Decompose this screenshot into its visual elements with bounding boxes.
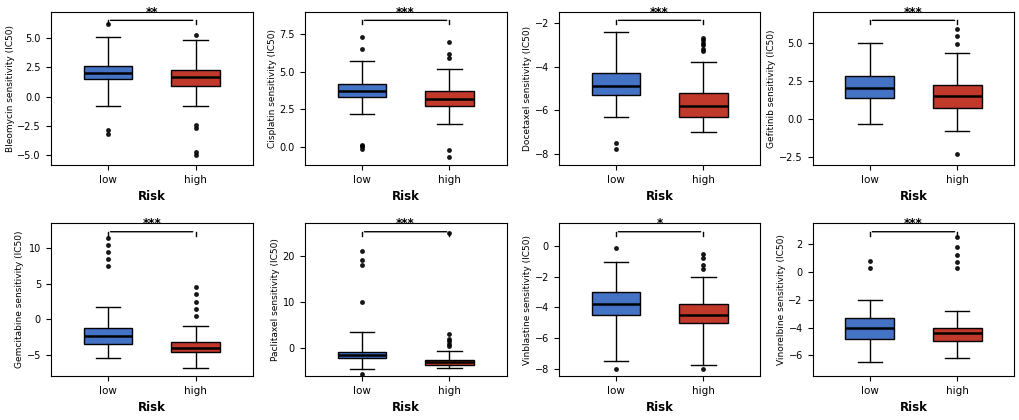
Text: *: * [656,217,662,230]
PathPatch shape [337,352,385,358]
Text: **: ** [146,6,158,19]
PathPatch shape [932,328,980,341]
Text: ***: *** [649,6,668,19]
Y-axis label: Cisplatin sensitivity (IC50): Cisplatin sensitivity (IC50) [267,29,276,148]
X-axis label: Risk: Risk [391,190,419,203]
PathPatch shape [845,318,893,339]
Text: ***: *** [903,6,922,19]
Text: ***: *** [142,217,161,230]
X-axis label: Risk: Risk [645,402,673,415]
X-axis label: Risk: Risk [138,402,165,415]
X-axis label: Risk: Risk [645,190,673,203]
X-axis label: Risk: Risk [138,190,165,203]
Y-axis label: Vinblastine sensitivity (IC50): Vinblastine sensitivity (IC50) [522,235,531,365]
X-axis label: Risk: Risk [899,190,926,203]
Y-axis label: Gefitinib sensitivity (IC50): Gefitinib sensitivity (IC50) [766,29,775,147]
X-axis label: Risk: Risk [899,402,926,415]
PathPatch shape [84,66,131,79]
Text: ***: *** [903,217,922,230]
PathPatch shape [932,85,980,108]
PathPatch shape [337,84,385,97]
Text: ***: *** [395,217,415,230]
PathPatch shape [591,292,639,315]
PathPatch shape [425,91,473,106]
Y-axis label: Paclitaxel sensitivity (IC50): Paclitaxel sensitivity (IC50) [270,238,279,361]
Y-axis label: Bleomycin sensitivity (IC50): Bleomycin sensitivity (IC50) [5,25,14,152]
PathPatch shape [679,304,727,323]
PathPatch shape [425,360,473,365]
PathPatch shape [171,342,219,352]
PathPatch shape [171,70,219,86]
Y-axis label: Vinorelbine sensitivity (IC50): Vinorelbine sensitivity (IC50) [775,234,785,365]
Y-axis label: Gemcitabine sensitivity (IC50): Gemcitabine sensitivity (IC50) [15,231,23,368]
X-axis label: Risk: Risk [391,402,419,415]
PathPatch shape [84,328,131,344]
PathPatch shape [591,73,639,95]
PathPatch shape [845,76,893,97]
PathPatch shape [679,93,727,117]
Y-axis label: Docetaxel sensitivity (IC50): Docetaxel sensitivity (IC50) [522,26,531,151]
Text: ***: *** [395,6,415,19]
